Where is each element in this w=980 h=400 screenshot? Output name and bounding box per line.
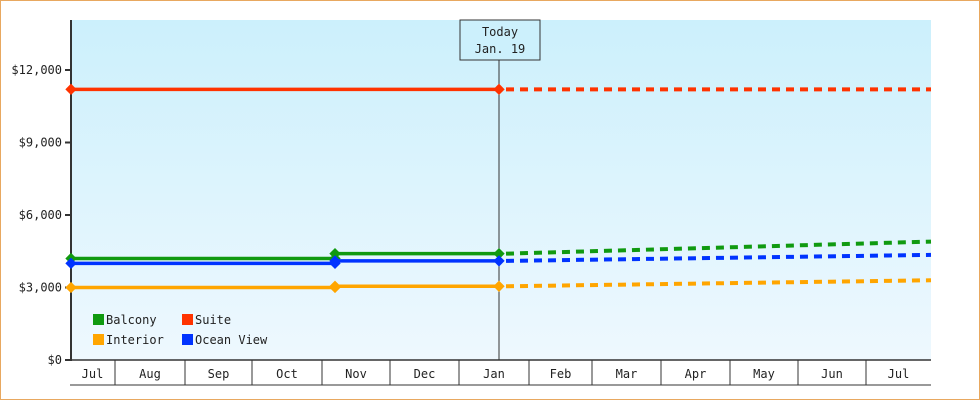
today-date: Jan. 19 [475, 42, 526, 56]
x-tick-label-may: May [753, 367, 775, 381]
legend-label: Balcony [106, 313, 157, 327]
y-tick-label: $6,000 [19, 208, 62, 222]
series-interior [65, 278, 932, 294]
y-tick-label: $3,000 [19, 281, 62, 295]
legend-swatch [182, 314, 193, 325]
y-tick-label: $0 [48, 353, 62, 367]
x-tick-label-jul: Jul [82, 367, 104, 381]
x-tick-label-jun: Jun [821, 367, 843, 381]
y-tick-label: $9,000 [19, 136, 62, 150]
x-tick-label-sep: Sep [208, 367, 230, 381]
today-label-box [459, 19, 541, 61]
legend-swatch [93, 334, 104, 345]
legend-label: Interior [106, 333, 164, 347]
projection-line [505, 252, 932, 263]
legend-item-interior: Interior [93, 333, 164, 347]
legend: Balcony Suite Interior Ocean View [93, 313, 268, 347]
plot-area [71, 20, 931, 360]
today-label: Today [482, 25, 518, 39]
legend-swatch [93, 314, 104, 325]
y-axis: $0 $3,000 $6,000 $9,000 $12,000 [11, 20, 72, 367]
legend-label: Suite [195, 313, 231, 327]
x-tick-label-jul: Jul [888, 367, 910, 381]
projection-line [505, 278, 932, 289]
x-tick-label-dec: Dec [414, 367, 436, 381]
y-tick-label: $12,000 [11, 63, 62, 77]
today-marker: Today Jan. 19 [459, 19, 541, 360]
x-tick-label-feb: Feb [550, 367, 572, 381]
legend-item-ocean-view: Ocean View [182, 333, 268, 347]
legend-item-suite: Suite [182, 313, 231, 327]
x-tick-label-oct: Oct [276, 367, 298, 381]
legend-swatch [182, 334, 193, 345]
legend-item-balcony: Balcony [93, 313, 157, 327]
series-ocean-view [65, 252, 932, 269]
x-tick-label-apr: Apr [685, 367, 707, 381]
series-lines [65, 83, 932, 294]
x-tick-label-nov: Nov [345, 367, 367, 381]
x-axis: Jul Aug Sep Oct Nov Dec Jan Feb Mar Apr May Jun Jul [70, 359, 931, 386]
projection-line [505, 239, 932, 256]
x-tick-label-aug: Aug [139, 367, 161, 381]
legend-label: Ocean View [195, 333, 268, 347]
x-tick-label-jan: Jan [483, 367, 505, 381]
x-tick-label-mar: Mar [616, 367, 638, 381]
